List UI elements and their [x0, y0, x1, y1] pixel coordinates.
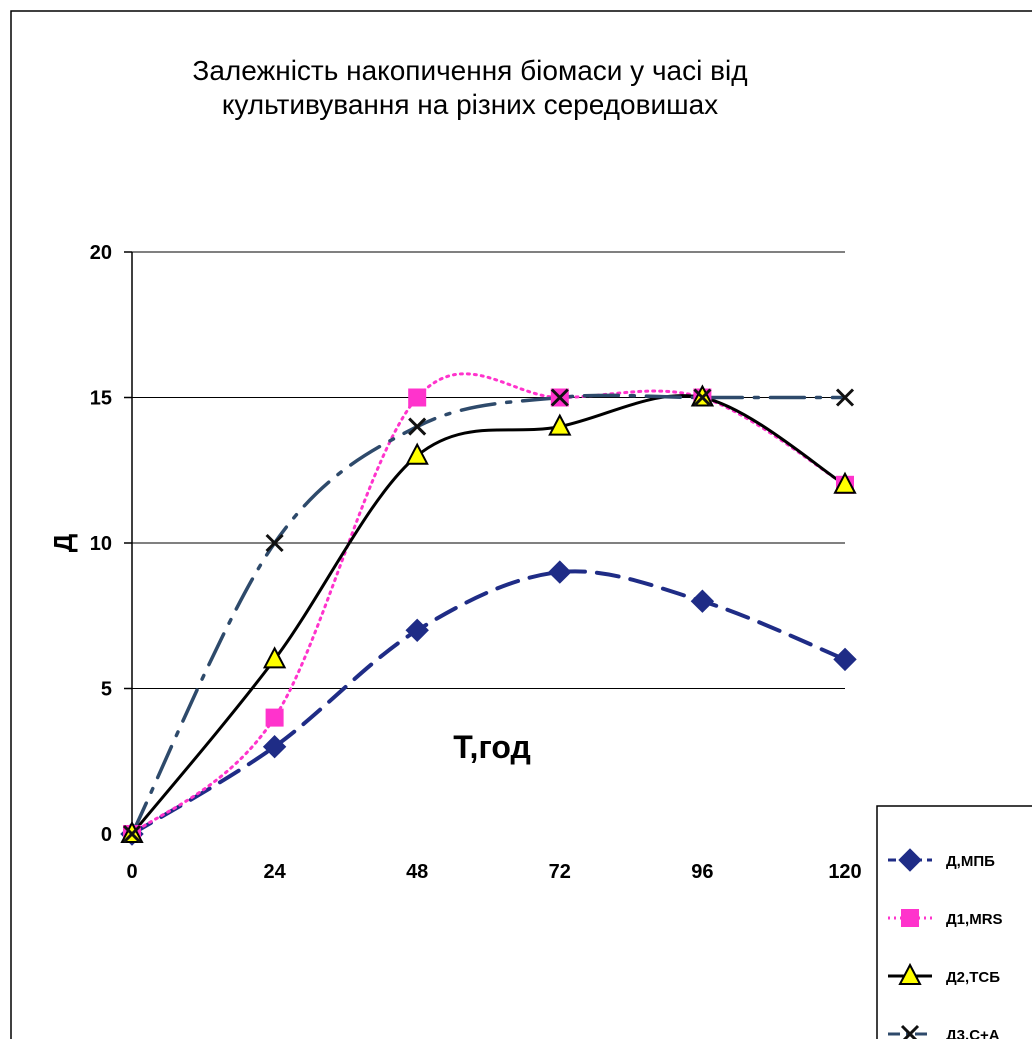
marker-layer — [120, 384, 857, 846]
series-line-4 — [130, 393, 847, 836]
legend-marker-2 — [901, 909, 919, 927]
data-point-series-1 — [262, 734, 287, 759]
y-tick-label: 0 — [101, 824, 112, 846]
x-marker-stroke — [550, 388, 569, 407]
data-point-series-4 — [408, 417, 427, 436]
data-point-series-4 — [693, 388, 712, 407]
x-tick-label: 96 — [691, 861, 713, 883]
x-tick-label: 0 — [126, 861, 137, 883]
x-tick-label: 120 — [828, 861, 861, 883]
y-tick-label: 15 — [90, 388, 112, 410]
axes: 0 5 10 15 20 0 24 48 72 96 120 — [90, 242, 862, 883]
data-point-series-2 — [408, 388, 427, 407]
data-point-series-3 — [262, 646, 287, 669]
series-layer — [130, 372, 847, 836]
legend-label-4: Д3,С+А — [946, 1027, 1000, 1039]
data-point-series-4 — [122, 824, 142, 844]
legend-label-3: Д2,ТСБ — [946, 969, 1000, 986]
data-point-series-4 — [550, 388, 569, 407]
x-marker-stroke — [122, 824, 142, 844]
x-marker-stroke — [902, 1024, 920, 1039]
legend-marker-3 — [898, 962, 922, 985]
data-point-series-1 — [690, 589, 715, 613]
y-tick-label: 10 — [90, 533, 112, 555]
data-point-series-3 — [405, 442, 429, 465]
data-point-series-1 — [548, 560, 572, 584]
x-marker-stroke — [265, 533, 284, 553]
x-axis-title: Т,год — [453, 729, 531, 765]
y-axis-title: Д — [48, 533, 78, 552]
series-line-2 — [130, 372, 847, 836]
data-point-series-1 — [405, 618, 429, 643]
chart-title-line-1: Залежність накопичення біомаси у часі ві… — [192, 55, 747, 86]
legend-label-1: Д,МПБ — [946, 853, 995, 870]
chart-frame — [10, 10, 1032, 1039]
x-tick-label: 24 — [263, 861, 286, 883]
legend-marker-1 — [898, 848, 922, 872]
data-point-series-4 — [835, 388, 855, 407]
x-marker-stroke — [408, 417, 427, 436]
legend: Д,МПБ Д1,MRS Д2,ТСБ Д3,С+А — [876, 805, 1032, 1039]
y-tick-label: 5 — [101, 679, 112, 701]
y-tick-label: 20 — [90, 242, 112, 264]
data-point-series-2 — [265, 708, 284, 727]
series-line-3 — [130, 394, 847, 836]
x-tick-label: 72 — [549, 861, 571, 883]
data-point-series-3 — [833, 471, 857, 494]
x-tick-label: 48 — [406, 861, 428, 883]
legend-marker-4 — [900, 1024, 920, 1039]
data-point-series-3 — [548, 413, 572, 436]
data-point-series-4 — [265, 533, 284, 553]
series-line-1 — [130, 569, 847, 836]
chart-title-line-2: культивування на різних середовишах — [222, 89, 718, 120]
x-marker-stroke — [693, 388, 712, 407]
data-point-series-1 — [833, 647, 857, 672]
legend-label-2: Д1,MRS — [946, 911, 1003, 928]
x-marker-stroke — [835, 388, 855, 407]
